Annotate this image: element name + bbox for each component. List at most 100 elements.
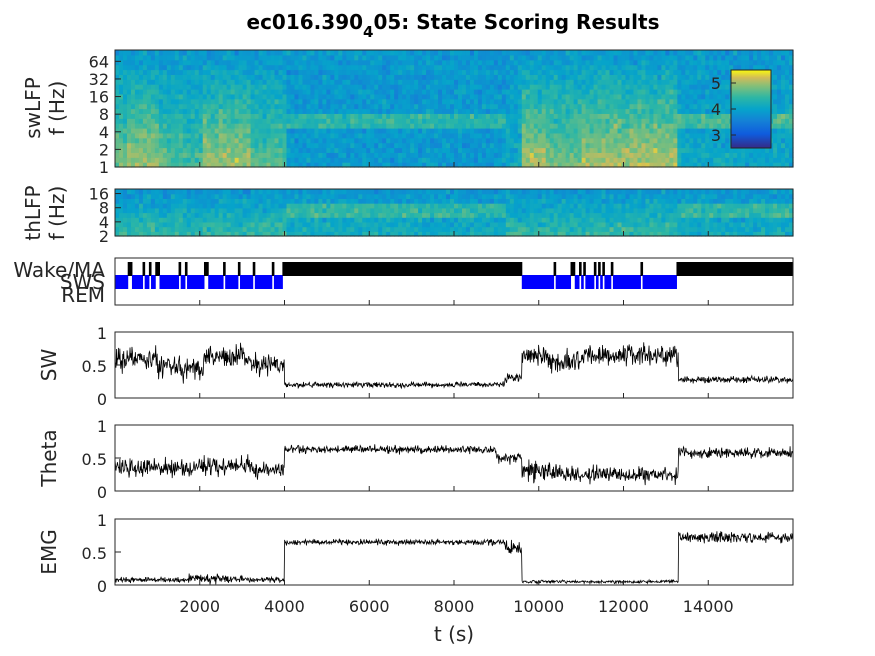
heatmap-cell <box>673 59 678 66</box>
heatmap-cell <box>597 59 603 66</box>
heatmap-cell <box>142 93 148 100</box>
heatmap-cell <box>665 54 670 61</box>
heatmap-cell <box>454 103 459 110</box>
heatmap-cell <box>521 113 527 119</box>
heatmap-cell <box>509 152 515 158</box>
heatmap-cell <box>434 98 439 105</box>
heatmap-cell <box>230 226 236 232</box>
heatmap-cell <box>434 79 439 85</box>
heatmap-cell <box>657 157 662 163</box>
heatmap-cell <box>402 226 407 232</box>
heatmap-cell <box>529 118 535 124</box>
heatmap-cell <box>378 203 383 209</box>
heatmap-cell <box>142 157 148 163</box>
heatmap-cell <box>338 108 343 114</box>
heatmap-cell <box>406 128 411 134</box>
heatmap-cell <box>709 147 714 153</box>
heatmap-cell <box>589 93 595 100</box>
chart-title: ec016.390405: State Scoring Results <box>247 10 660 41</box>
heatmap-cell <box>366 123 371 129</box>
heatmap-cell <box>577 64 583 71</box>
heatmap-cell <box>673 74 678 80</box>
heatmap-cell <box>186 59 192 66</box>
heatmap-cell <box>533 54 539 61</box>
heatmap-cell <box>234 203 240 209</box>
heatmap-cell <box>625 113 631 119</box>
heatmap-cell <box>685 98 690 105</box>
heatmap-cell <box>517 64 523 71</box>
heatmap-cell <box>477 147 483 153</box>
heatmap-cell <box>777 50 782 56</box>
heatmap-cell <box>286 79 292 85</box>
heatmap-cell <box>533 128 539 134</box>
heatmap-cell <box>697 128 702 134</box>
heatmap-cell <box>653 132 658 139</box>
heatmap-cell <box>561 89 567 95</box>
heatmap-cell <box>310 74 316 80</box>
heatmap-cell <box>174 198 180 204</box>
heatmap-cell <box>446 54 451 61</box>
heatmap-cell <box>597 79 603 85</box>
heatmap-cell <box>242 98 248 105</box>
heatmap-cell <box>290 231 296 237</box>
colorbar-ticks: 345 <box>711 74 736 145</box>
heatmap-cell <box>226 147 232 153</box>
heatmap-cell <box>426 113 431 119</box>
heatmap-cell <box>130 147 136 153</box>
heatmap-cell <box>637 93 643 100</box>
heatmap-cell <box>382 113 387 119</box>
heatmap-cell <box>226 59 232 66</box>
heatmap-cell <box>270 79 276 85</box>
heatmap-cell <box>789 69 794 75</box>
heatmap-cell <box>278 93 284 100</box>
heatmap-cell <box>505 84 511 90</box>
heatmap-cell <box>485 64 491 71</box>
heatmap-cell <box>186 142 192 149</box>
heatmap-cell <box>390 54 395 61</box>
heatmap-cell <box>689 64 694 71</box>
heatmap-cell <box>158 74 164 80</box>
heatmap-cell <box>426 152 431 158</box>
heatmap-cell <box>557 59 563 66</box>
heatmap-cell <box>226 221 232 228</box>
heatmap-cell <box>398 128 403 134</box>
heatmap-cell <box>138 79 144 85</box>
heatmap-cell <box>461 212 467 218</box>
heatmap-cell <box>661 103 666 110</box>
heatmap-cell <box>509 142 515 149</box>
heatmap-cell <box>186 89 192 95</box>
heatmap-cell <box>581 103 587 110</box>
heatmap-cell <box>174 231 180 237</box>
heatmap-cell <box>705 84 710 90</box>
heatmap-cell <box>270 152 276 158</box>
heatmap-cell <box>126 59 132 66</box>
heatmap-cell <box>222 59 228 66</box>
heatmap-cell <box>641 157 647 163</box>
heatmap-cell <box>266 84 272 90</box>
heatmap-cell <box>585 162 591 168</box>
heatmap-cell <box>278 103 284 110</box>
heatmap-cell <box>182 54 188 61</box>
heatmap-cell <box>493 93 499 100</box>
heatmap-cell <box>338 132 343 139</box>
heatmap-cell <box>473 74 479 80</box>
heatmap-cell <box>178 162 184 168</box>
heatmap-cell <box>765 162 770 168</box>
heatmap-cell <box>118 217 124 223</box>
heatmap-cell <box>422 74 427 80</box>
heatmap-cell <box>473 98 479 105</box>
heatmap-cell <box>150 207 156 214</box>
heatmap-cell <box>549 64 555 71</box>
heatmap-cell <box>226 193 232 199</box>
heatmap-cell <box>122 162 128 168</box>
heatmap-cell <box>729 59 734 66</box>
heatmap-cell <box>665 108 670 114</box>
heatmap-cell <box>430 123 435 129</box>
heatmap-cell <box>785 59 790 66</box>
heatmap-cell <box>398 162 403 168</box>
heatmap-cell <box>430 93 435 100</box>
heatmap-cell <box>258 231 264 237</box>
heatmap-cell <box>366 98 371 105</box>
heatmap-cell <box>174 226 180 232</box>
heatmap-cell <box>342 54 347 61</box>
